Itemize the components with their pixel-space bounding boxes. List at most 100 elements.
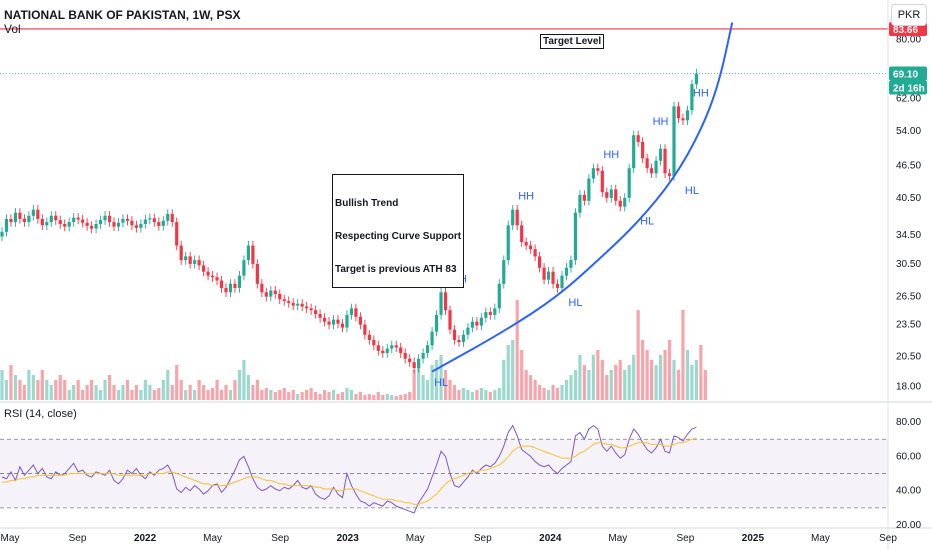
volume-bar xyxy=(228,390,233,400)
volume-bar xyxy=(502,360,506,400)
volume-bar xyxy=(54,380,58,400)
volume-bar xyxy=(609,370,613,400)
candle-body xyxy=(569,260,573,268)
candle-body xyxy=(623,197,627,207)
volume-bar xyxy=(237,370,242,400)
candle-body xyxy=(385,348,389,354)
candle-body xyxy=(269,290,273,297)
price-tick-label: 54.00 xyxy=(896,126,921,137)
candle-body xyxy=(4,218,9,232)
candle-body xyxy=(381,350,385,354)
volume-bar xyxy=(676,370,681,400)
candle-body xyxy=(457,339,461,343)
volume-bar xyxy=(269,390,273,400)
volume-bar xyxy=(681,310,685,400)
candle-body xyxy=(134,225,138,228)
volume-bar xyxy=(309,388,313,400)
candle-body xyxy=(148,218,152,220)
candle-body xyxy=(67,222,71,227)
candle-body xyxy=(246,245,250,261)
volume-bar xyxy=(582,365,586,400)
volume-bar xyxy=(116,390,121,400)
volume-bar xyxy=(336,394,340,400)
volume-bar xyxy=(327,392,331,400)
volume-bar xyxy=(112,385,116,400)
volume-bar xyxy=(76,380,80,400)
swing-label-hh: HH xyxy=(518,191,534,203)
volume-bar xyxy=(591,355,595,400)
volume-bar xyxy=(340,392,345,400)
candle-body xyxy=(555,283,560,289)
target-level-note[interactable]: Target Level xyxy=(540,34,605,49)
candle-body xyxy=(636,135,640,142)
candle-body xyxy=(412,362,416,369)
candle-body xyxy=(336,319,340,324)
candle-body xyxy=(408,358,412,363)
rsi-tick-label: 20.00 xyxy=(896,520,921,531)
volume-bar xyxy=(49,385,53,400)
candle-body xyxy=(130,220,134,226)
price-tick-label: 80.00 xyxy=(896,34,921,45)
volume-bar xyxy=(278,390,282,400)
candle-body xyxy=(681,118,685,121)
volume-bar xyxy=(90,380,94,400)
volume-bar xyxy=(166,370,170,400)
volume-bar xyxy=(291,390,295,400)
price-tag-label: 69.10 xyxy=(893,69,918,80)
volume-bar xyxy=(242,360,246,400)
candle-body xyxy=(81,219,85,223)
volume-bar xyxy=(551,385,555,400)
candle-body xyxy=(394,345,398,348)
volume-bar xyxy=(403,394,407,400)
candle-body xyxy=(197,260,201,266)
volume-bar xyxy=(139,390,143,400)
volume-bar xyxy=(273,392,277,400)
candle-body xyxy=(331,319,336,325)
price-tick-label: 26.50 xyxy=(896,292,921,303)
price-pane[interactable]: HLHHHHHLHHHLHHHLHH xyxy=(0,22,888,400)
candle-body xyxy=(49,215,53,223)
volume-bar xyxy=(81,390,85,400)
candle-body xyxy=(399,347,403,354)
volume-bar xyxy=(107,375,112,400)
volume-bar xyxy=(349,390,354,400)
candle-body xyxy=(363,324,367,335)
volume-bar xyxy=(345,388,349,400)
volume-bar xyxy=(134,385,138,400)
candle-body xyxy=(560,275,564,289)
time-tick-label: 2025 xyxy=(742,533,765,544)
bullish-trend-note[interactable]: Bullish Trend Respecting Curve Support T… xyxy=(332,174,465,288)
rsi-pane[interactable] xyxy=(0,424,888,514)
candle-body xyxy=(466,327,470,335)
currency-button[interactable]: PKR xyxy=(891,4,927,26)
volume-bar xyxy=(573,370,578,400)
candle-body xyxy=(40,218,44,226)
candle-body xyxy=(237,275,242,289)
candle-body xyxy=(542,267,546,280)
volume-bar xyxy=(654,365,658,400)
volume-bar xyxy=(542,388,546,400)
volume-bar xyxy=(287,392,291,400)
volume-bar xyxy=(157,388,161,400)
volume-bar xyxy=(206,390,210,400)
rsi-tick-label: 40.00 xyxy=(896,486,921,497)
candle-body xyxy=(573,212,578,261)
time-tick-label: Sep xyxy=(271,533,289,544)
volume-bar xyxy=(161,380,165,400)
volume-bar xyxy=(443,370,448,400)
note-line-1: Bullish Trend xyxy=(335,198,399,209)
price-tag-label: 2d 16h xyxy=(893,83,925,94)
volume-bar xyxy=(58,375,62,400)
candle-body xyxy=(125,218,130,221)
volume-bar xyxy=(224,385,228,400)
candle-body xyxy=(170,213,174,223)
volume-bar xyxy=(408,392,412,400)
volume-bar xyxy=(63,380,67,400)
candle-body xyxy=(242,260,246,276)
volume-bar xyxy=(13,375,18,400)
rsi-indicator-label[interactable]: RSI (14, close) xyxy=(4,408,77,420)
candle-body xyxy=(184,256,188,261)
volume-bar xyxy=(390,395,394,400)
rsi-tick-label: 80.00 xyxy=(896,417,921,428)
